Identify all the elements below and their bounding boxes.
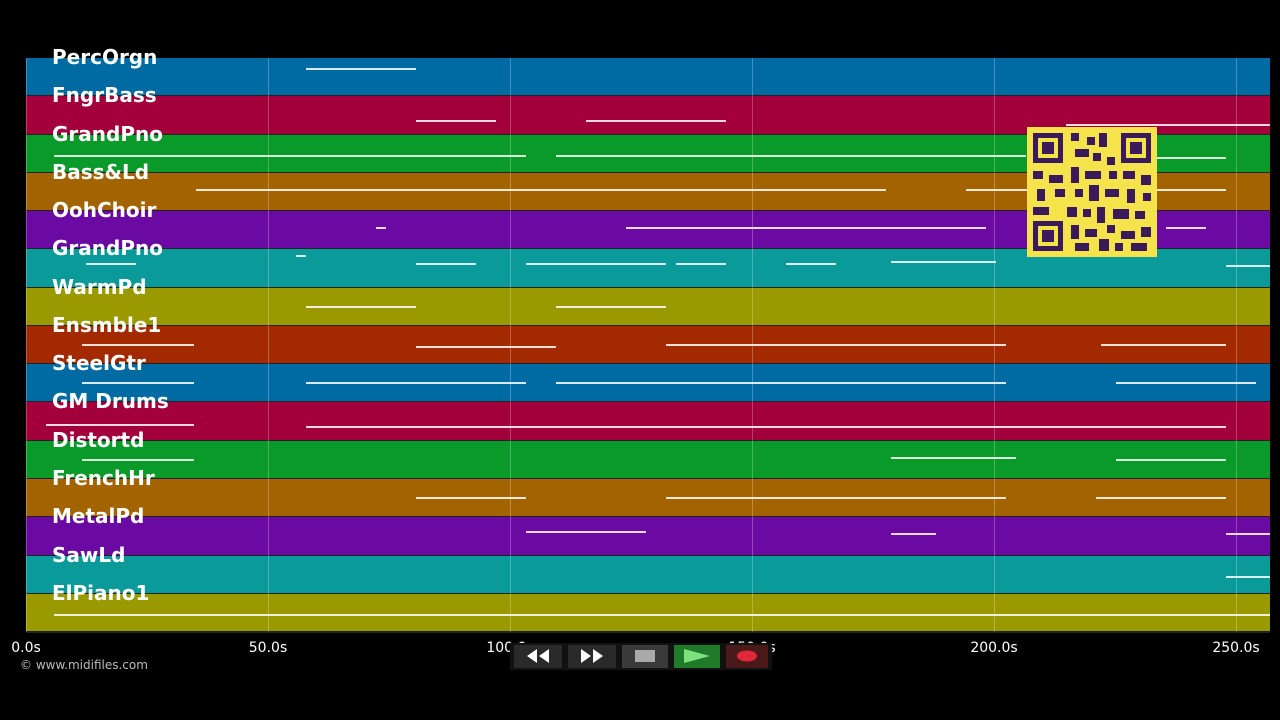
fast-forward-button[interactable] xyxy=(568,645,616,668)
track-label: MetalPd xyxy=(52,504,145,529)
track-label: WarmPd xyxy=(52,274,147,299)
track-label: Bass&Ld xyxy=(52,159,150,184)
midi-note xyxy=(376,227,386,230)
track-label: OohChoir xyxy=(52,198,157,223)
gridline xyxy=(26,58,27,632)
track-label: FngrBass xyxy=(52,83,157,108)
midi-note xyxy=(786,263,836,266)
rewind-icon xyxy=(527,649,549,663)
midi-note xyxy=(1066,124,1270,127)
midi-note xyxy=(1096,496,1226,499)
midi-note xyxy=(1226,265,1270,268)
gridline xyxy=(752,58,753,632)
track-lane[interactable] xyxy=(26,478,1270,517)
midi-note xyxy=(416,496,526,499)
track-lane[interactable] xyxy=(26,58,1270,96)
midi-note xyxy=(306,68,416,70)
copyright-text: © www.midifiles.com xyxy=(20,658,148,672)
rewind-button[interactable] xyxy=(514,645,562,668)
midi-note xyxy=(54,154,526,157)
qr-code xyxy=(1027,127,1157,257)
midi-note xyxy=(416,345,556,348)
gridline xyxy=(1236,58,1237,632)
midi-note xyxy=(666,343,1006,346)
stop-icon xyxy=(635,650,655,662)
track-label: Distortd xyxy=(52,427,145,452)
midi-note xyxy=(306,305,416,308)
midi-note xyxy=(1116,458,1226,461)
track-lane[interactable] xyxy=(26,593,1270,632)
track-label: Ensmble1 xyxy=(52,312,162,337)
fast-forward-icon xyxy=(581,649,603,663)
midi-note xyxy=(626,227,986,230)
midi-note xyxy=(82,382,194,385)
midi-note xyxy=(526,531,646,534)
midi-note xyxy=(306,382,526,385)
track-lane[interactable] xyxy=(26,440,1270,478)
track-lane[interactable] xyxy=(26,402,1270,440)
time-tick-label: 200.0s xyxy=(970,640,1018,656)
midi-note xyxy=(1166,227,1206,230)
track-label: FrenchHr xyxy=(52,465,155,490)
time-tick-label: 50.0s xyxy=(248,640,288,656)
midi-note xyxy=(1101,343,1226,346)
gridline xyxy=(994,58,995,632)
track-label: SteelGtr xyxy=(52,351,146,376)
track-lane[interactable] xyxy=(26,325,1270,364)
midi-note xyxy=(82,343,194,346)
midi-note xyxy=(1116,382,1256,385)
gridline xyxy=(268,58,269,632)
track-lane[interactable] xyxy=(26,517,1270,555)
stop-button[interactable] xyxy=(622,645,668,668)
track-label: SawLd xyxy=(52,542,126,567)
midi-note xyxy=(46,424,194,427)
time-tick-label: 250.0s xyxy=(1212,640,1260,656)
midi-note xyxy=(1226,575,1270,578)
track-lane[interactable] xyxy=(26,555,1270,593)
midi-note xyxy=(54,613,1270,616)
lane-separator xyxy=(26,631,1270,634)
midi-note xyxy=(306,426,1226,429)
midi-note xyxy=(666,496,1006,499)
gridline xyxy=(510,58,511,632)
midi-note xyxy=(556,382,1006,385)
play-button[interactable] xyxy=(674,645,720,668)
midi-note xyxy=(586,120,726,123)
track-label: GrandPno xyxy=(52,121,163,146)
midi-note xyxy=(526,263,666,266)
midi-note xyxy=(196,188,886,191)
midi-note xyxy=(891,261,996,264)
midi-note xyxy=(416,263,476,266)
play-icon xyxy=(684,649,710,663)
midi-note xyxy=(416,120,496,123)
record-icon xyxy=(737,650,757,662)
transport-controls xyxy=(510,643,772,670)
midi-note xyxy=(891,456,1016,459)
track-label: GrandPno xyxy=(52,236,163,261)
midi-note xyxy=(556,154,1026,157)
midi-note xyxy=(1156,156,1226,159)
track-label: PercOrgn xyxy=(52,45,158,69)
midi-note xyxy=(86,263,136,266)
track-label: GM Drums xyxy=(52,389,169,414)
midi-note xyxy=(676,263,726,266)
track-label: ElPiano1 xyxy=(52,580,150,605)
midi-note xyxy=(891,533,936,536)
midi-note xyxy=(1226,533,1270,536)
midi-note xyxy=(556,305,666,308)
time-tick-label: 0.0s xyxy=(11,640,41,656)
midi-note xyxy=(82,458,194,461)
record-button[interactable] xyxy=(726,645,768,668)
midi-note xyxy=(296,255,306,258)
